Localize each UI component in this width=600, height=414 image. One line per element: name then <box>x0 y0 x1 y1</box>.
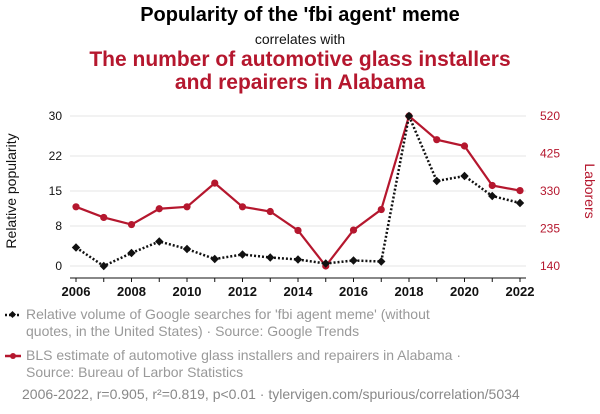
y-tick-label-left: 0 <box>55 259 62 273</box>
x-tick-label: 2016 <box>339 284 368 299</box>
data-point-laborers <box>127 220 136 229</box>
data-point-popularity <box>155 237 164 246</box>
y-axis-label-left: Relative popularity <box>3 133 19 248</box>
data-point-popularity <box>432 176 441 186</box>
data-point-laborers <box>155 205 163 213</box>
legend-item-1-line2: quotes, in the United States) · Source: … <box>26 323 360 339</box>
data-point-popularity <box>404 111 414 121</box>
grid-lines <box>70 115 526 267</box>
chart-footer: 2006-2022, r=0.905, r²=0.819, p<0.01 · t… <box>22 386 520 402</box>
x-tick-label: 2010 <box>173 284 202 299</box>
data-point-popularity <box>238 250 247 259</box>
x-tick-label: 2012 <box>228 284 257 299</box>
y-tick-label-right: 520 <box>540 109 560 123</box>
y-tick-label-right: 330 <box>540 184 560 198</box>
data-point-popularity <box>266 253 275 262</box>
data-point-laborers <box>460 142 469 150</box>
x-tick-label: 2014 <box>284 284 314 299</box>
data-point-laborers <box>100 213 108 222</box>
y-tick-label-left: 8 <box>55 219 62 233</box>
data-point-popularity <box>349 256 358 265</box>
chart-title: Popularity of the 'fbi agent' meme <box>140 4 460 26</box>
data-point-laborers <box>294 226 302 235</box>
y-tick-label-right: 140 <box>540 259 560 273</box>
data-point-laborers <box>266 207 274 216</box>
data-point-popularity <box>210 254 219 264</box>
axes: 0 8 15 22 30 140 235 330 425 520 2006 2008 2010 2012 2… <box>49 109 561 299</box>
data-point-popularity <box>488 191 497 201</box>
legend-swatch-solid-circle <box>5 353 21 359</box>
y-tick-label-left: 22 <box>49 149 63 163</box>
data-point-popularity <box>460 171 469 181</box>
data-point-laborers <box>72 203 80 211</box>
chart-title-secondary-line1: The number of automotive glass installer… <box>89 48 511 71</box>
y-tick-label-right: 425 <box>540 147 560 161</box>
x-tick-label: 2022 <box>506 284 535 299</box>
data-point-laborers <box>377 205 385 214</box>
legend-swatch-dotted-diamond <box>5 310 21 319</box>
legend-item-2-line1: BLS estimate of automotive glass install… <box>26 347 461 363</box>
x-tick-label: 2018 <box>395 284 424 299</box>
data-point-popularity <box>293 255 303 264</box>
data-point-popularity <box>71 243 81 252</box>
chart-subtitle: correlates with <box>254 31 346 47</box>
x-tick-label: 2008 <box>117 284 146 299</box>
data-point-popularity <box>99 261 108 271</box>
data-point-popularity <box>377 257 386 266</box>
legend-item-2: BLS estimate of automotive glass install… <box>4 347 594 383</box>
data-point-popularity <box>127 248 136 258</box>
series <box>71 111 525 271</box>
chart-title-secondary: The number of automotive glass installer… <box>0 48 600 94</box>
legend-item-1-line1: Relative volume of Google searches for '… <box>26 306 430 322</box>
data-point-laborers <box>238 203 247 211</box>
legend-item-1: Relative volume of Google searches for '… <box>4 306 594 342</box>
data-point-laborers <box>433 136 441 144</box>
data-point-popularity <box>515 198 525 208</box>
chart-title-secondary-line2: and repairers in Alabama <box>174 71 426 94</box>
y-tick-label-left: 30 <box>49 109 63 123</box>
data-point-popularity <box>182 244 192 254</box>
data-point-laborers <box>349 226 358 234</box>
x-tick-label: 2020 <box>450 284 479 299</box>
x-tick-label: 2006 <box>62 284 91 299</box>
data-point-popularity <box>321 259 330 268</box>
y-tick-label-left: 15 <box>49 184 63 198</box>
data-point-laborers <box>183 203 191 211</box>
legend-item-2-line2: Source: Bureau of Larbor Statistics <box>26 364 244 380</box>
y-axis-label-right: Laborers <box>582 163 598 218</box>
data-point-laborers <box>211 179 219 187</box>
data-point-laborers <box>516 187 524 195</box>
y-tick-label-right: 235 <box>540 222 560 236</box>
data-point-laborers <box>488 181 496 190</box>
